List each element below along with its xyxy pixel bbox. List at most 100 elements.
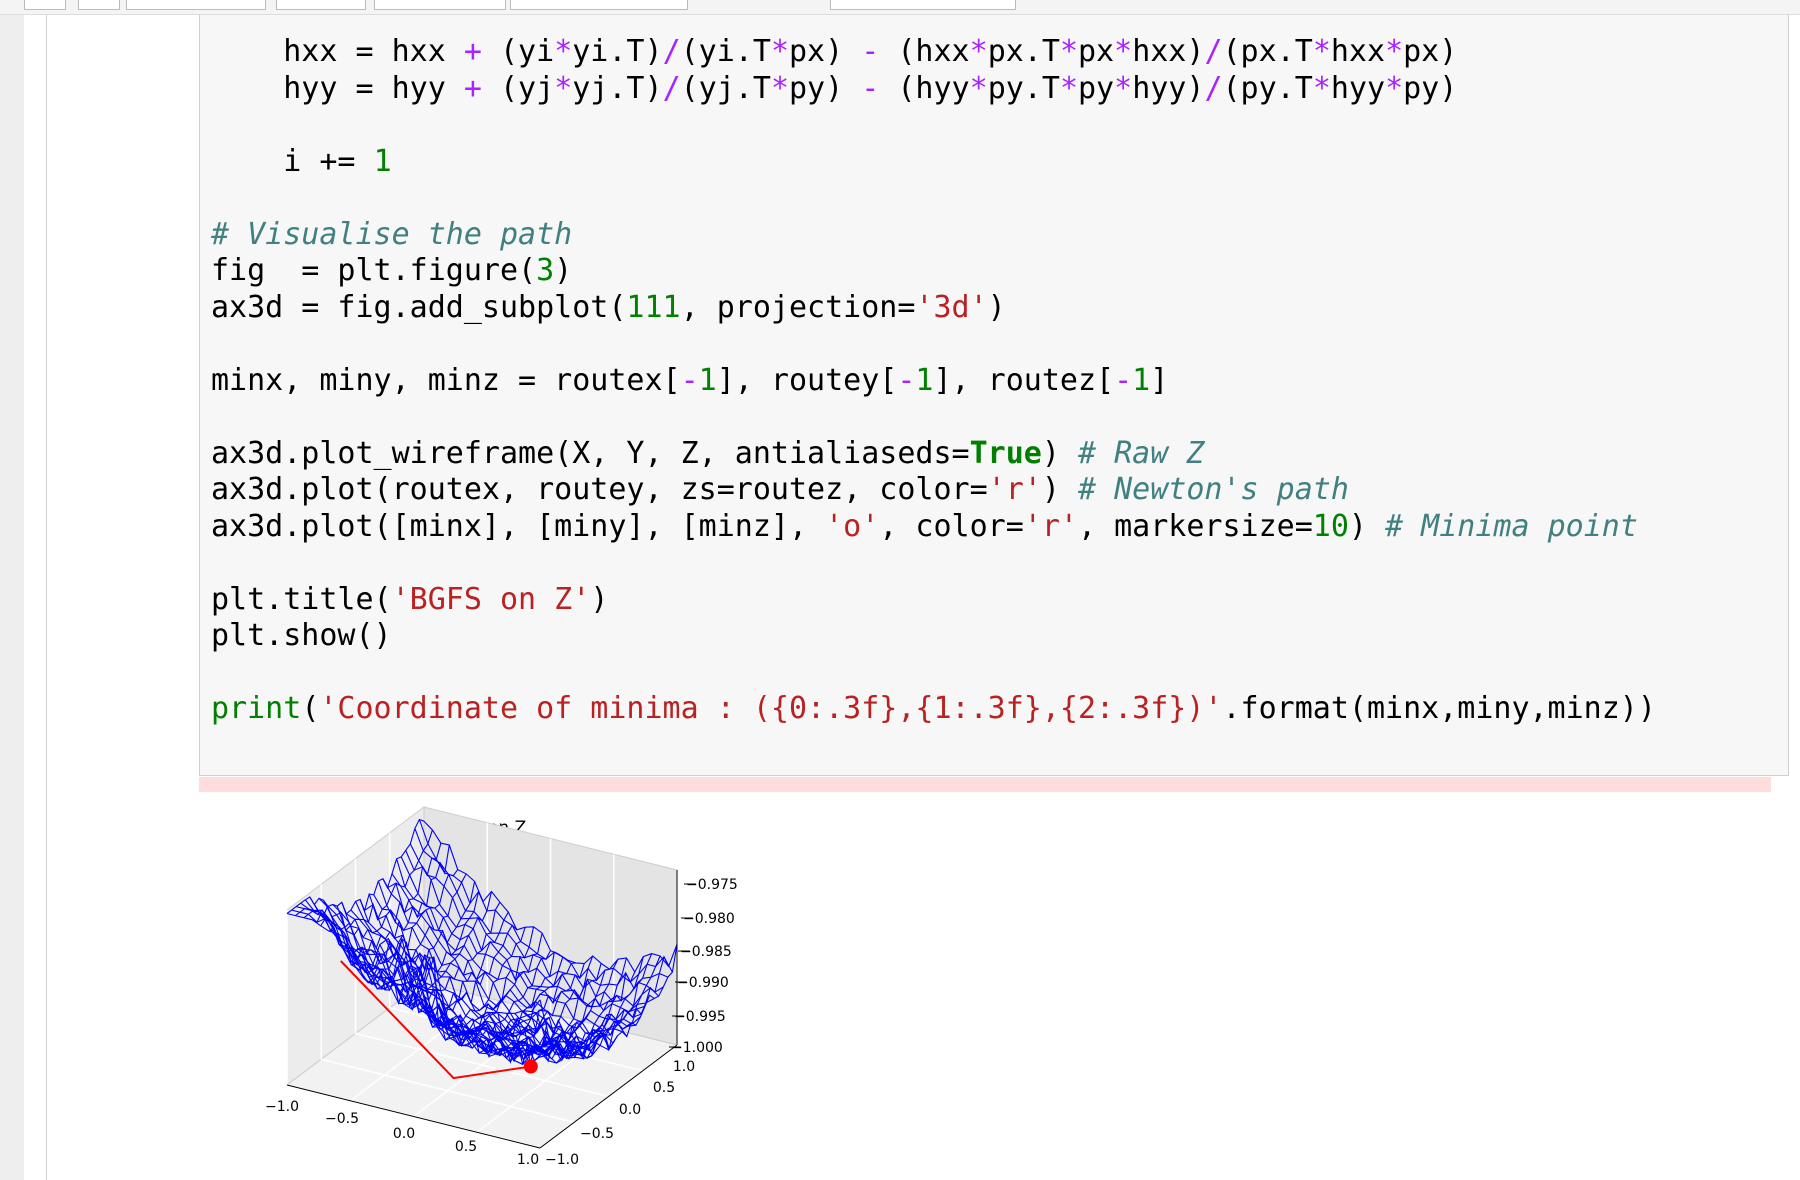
code-token: * xyxy=(1312,70,1331,106)
code-token: 111 xyxy=(626,289,681,325)
code-token: .format(minx,miny,minz)) xyxy=(1222,691,1656,726)
code-token: ax3d.plot_wireframe(X, Y, Z, antialiased… xyxy=(211,435,970,471)
x-tick-label: 1.0 xyxy=(517,1152,539,1168)
code-token: yi.T) xyxy=(572,34,663,69)
code-token: (yj.T xyxy=(680,70,771,106)
code-token: hxx) xyxy=(1132,34,1205,69)
code-token: , markersize= xyxy=(1077,508,1313,544)
wireframe xyxy=(514,953,653,1061)
kernel-select[interactable] xyxy=(830,0,1016,10)
code-token: - xyxy=(861,70,880,106)
minima-point xyxy=(523,1059,538,1074)
code-token: 1 xyxy=(1132,362,1151,398)
code-token: - xyxy=(897,362,916,398)
code-line: hyy = hyy + (yj*yj.T)/(yj.T*py) - (hyy*p… xyxy=(211,71,1457,107)
code-token: print xyxy=(211,691,302,726)
code-token: ], routez[ xyxy=(933,362,1115,398)
code-token: 3 xyxy=(536,253,555,288)
x-axis xyxy=(286,1084,541,1149)
code-token: ] xyxy=(1150,362,1169,398)
code-token: - xyxy=(1114,362,1133,398)
code-token: # Newton's path xyxy=(1077,472,1349,507)
newton-path xyxy=(340,960,531,1080)
code-token: - xyxy=(861,34,880,69)
code-token: * xyxy=(1114,34,1133,69)
code-line: plt.show() xyxy=(211,618,392,654)
code-token: px) xyxy=(789,34,862,69)
code-token: 1 xyxy=(373,143,392,179)
code-token: # Raw Z xyxy=(1077,435,1205,471)
wireframe xyxy=(409,843,664,1003)
code-token: px) xyxy=(1403,34,1458,69)
page-border xyxy=(46,0,47,1180)
y-tick-label: 0.5 xyxy=(653,1080,675,1096)
code-token: / xyxy=(1204,70,1223,106)
code-token: ) xyxy=(1041,472,1078,507)
code-token: * xyxy=(1385,34,1404,69)
y-tick-label: −1.0 xyxy=(545,1152,579,1168)
code-token: * xyxy=(1059,34,1078,69)
toolbar-button[interactable] xyxy=(78,0,120,10)
code-token: - xyxy=(680,362,699,398)
code-token: * xyxy=(1059,70,1078,106)
code-token: minx, miny, minz = routex[ xyxy=(211,362,681,398)
code-cell[interactable] xyxy=(199,15,1789,776)
code-token: (py.T xyxy=(1222,70,1313,106)
toolbar-button[interactable] xyxy=(24,0,66,10)
code-token: ) xyxy=(554,253,573,288)
code-token: (yi.T xyxy=(680,34,771,69)
wireframe xyxy=(531,955,670,1058)
code-token: * xyxy=(770,34,789,69)
code-line: ax3d.plot([minx], [miny], [minz], 'o', c… xyxy=(211,509,1638,545)
toolbar xyxy=(0,0,1800,15)
code-line: # Visualise the path xyxy=(211,217,572,253)
code-line: minx, miny, minz = routex[-1], routey[-1… xyxy=(211,363,1168,399)
pane-grid xyxy=(320,884,575,1124)
y-axis xyxy=(539,1044,678,1149)
toolbar-button[interactable] xyxy=(126,0,266,10)
y-tick-label: 1.0 xyxy=(673,1059,695,1075)
y-tick-label: −0.5 xyxy=(580,1126,614,1142)
code-token: hyy xyxy=(1330,70,1386,106)
code-token: i += xyxy=(211,143,374,179)
wireframe xyxy=(405,850,660,1008)
code-token: py xyxy=(1078,70,1115,106)
wireframe xyxy=(414,828,669,990)
z-tick-label: −0.975 xyxy=(686,877,738,893)
code-token: * xyxy=(554,70,573,106)
pane-grid xyxy=(354,858,609,1098)
toolbar-button[interactable] xyxy=(374,0,506,10)
code-token: ) xyxy=(1041,435,1078,471)
code-token: ) xyxy=(987,289,1006,325)
code-token: ) xyxy=(590,581,609,617)
code-token: ax3d = fig.add_subplot( xyxy=(211,289,627,325)
code-token: * xyxy=(1312,34,1331,69)
code-token: (px.T xyxy=(1222,34,1313,69)
code-token: / xyxy=(662,70,681,106)
code-token: py) xyxy=(789,70,862,106)
z-tick-label: −0.985 xyxy=(680,944,732,960)
wireframe xyxy=(522,955,661,1060)
code-token: ( xyxy=(301,691,320,726)
code-token: py.T xyxy=(987,70,1060,106)
code-line: ax3d.plot(routex, routey, zs=routez, col… xyxy=(211,472,1349,508)
code-token: (hxx xyxy=(879,34,970,69)
code-token: px xyxy=(1078,34,1115,69)
code-token: 1 xyxy=(915,362,934,398)
code-line: hxx = hxx + (yi*yi.T)/(yi.T*px) - (hxx*p… xyxy=(211,34,1457,70)
code-token: px.T xyxy=(987,34,1060,69)
left-gutter xyxy=(0,0,24,1180)
code-token: '3d' xyxy=(915,289,988,325)
code-token: ], routey[ xyxy=(716,362,898,398)
code-line: fig = plt.figure(3) xyxy=(211,253,572,289)
code-line: plt.title('BGFS on Z') xyxy=(211,582,608,618)
stderr-bar xyxy=(199,777,1771,792)
toolbar-button[interactable] xyxy=(276,0,366,10)
cell-type-select[interactable] xyxy=(510,0,688,10)
wireframe xyxy=(418,819,673,983)
code-token: + xyxy=(463,70,482,106)
code-token: , color= xyxy=(879,508,1024,544)
x-tick-label: 0.5 xyxy=(455,1139,477,1155)
code-token: 'r' xyxy=(987,472,1042,507)
code-token: # Minima point xyxy=(1385,508,1638,544)
